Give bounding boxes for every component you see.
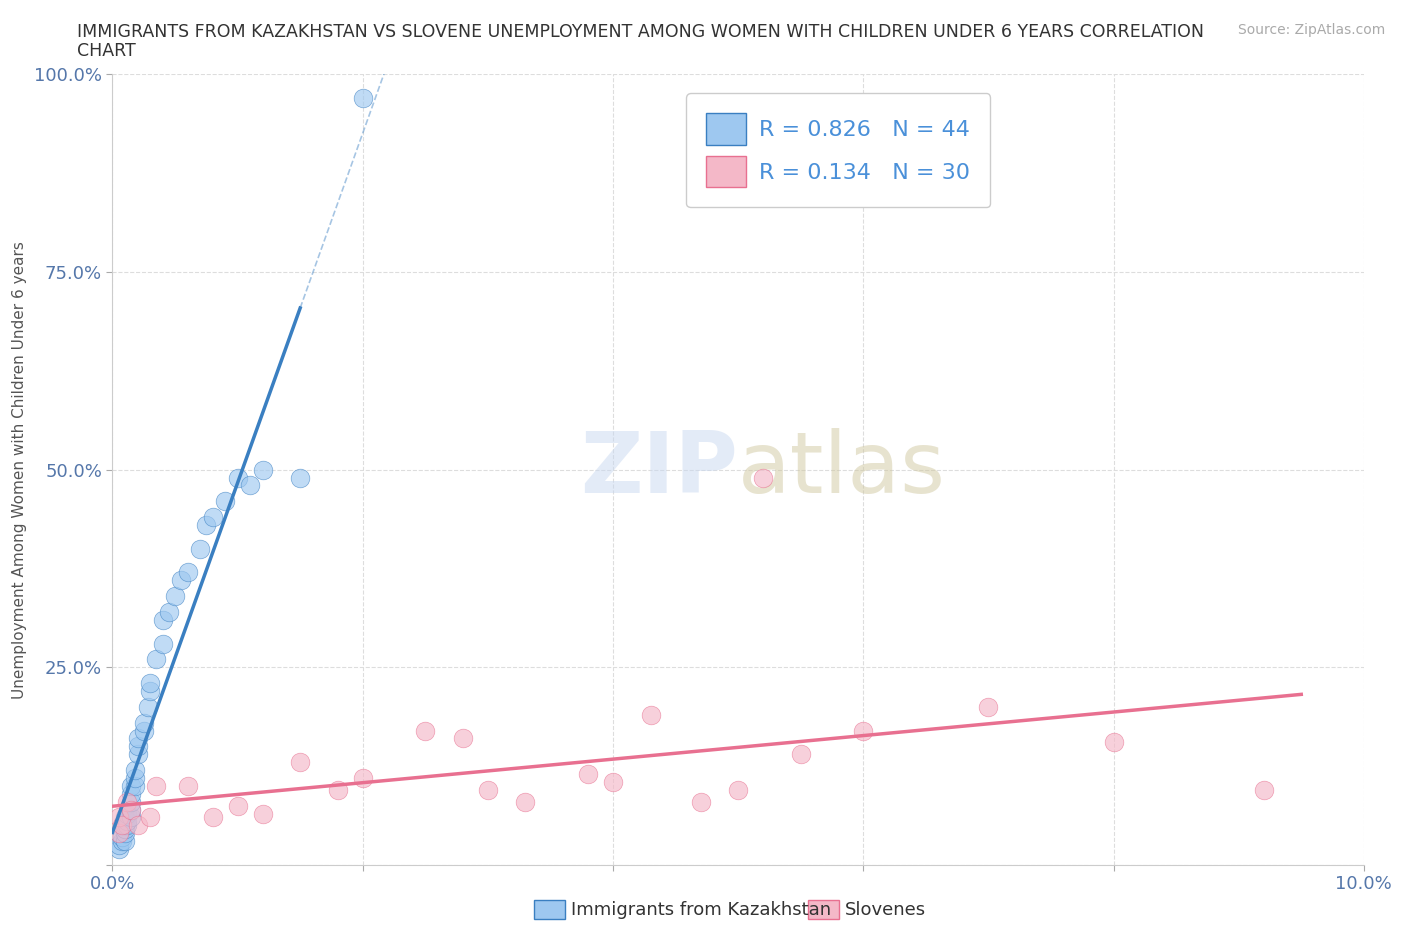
Point — [120, 802, 142, 817]
Point — [139, 675, 162, 690]
Point — [127, 731, 149, 746]
Point — [111, 818, 134, 833]
Point — [111, 834, 134, 849]
Point — [127, 747, 149, 762]
Point — [290, 755, 312, 770]
Point — [176, 778, 198, 793]
Point — [117, 814, 139, 829]
Point — [120, 802, 142, 817]
Point — [120, 787, 142, 802]
Point — [188, 541, 211, 556]
Text: CHART: CHART — [77, 42, 136, 60]
Text: Slovenes: Slovenes — [845, 900, 927, 919]
Point — [352, 770, 374, 785]
Point — [977, 699, 1000, 714]
Point — [145, 778, 167, 793]
Point — [120, 794, 142, 809]
Point — [451, 731, 474, 746]
Point — [1253, 782, 1275, 797]
Point — [139, 684, 162, 698]
Point — [239, 478, 262, 493]
Point — [352, 90, 374, 105]
Point — [114, 826, 136, 841]
Point — [157, 604, 180, 619]
Point — [107, 810, 129, 825]
Point — [252, 462, 274, 477]
Point — [114, 822, 136, 837]
Point — [152, 636, 174, 651]
Point — [114, 818, 136, 833]
Point — [576, 766, 599, 781]
Point — [132, 715, 155, 730]
Text: atlas: atlas — [738, 428, 946, 512]
Point — [415, 724, 437, 738]
Point — [689, 794, 711, 809]
Point — [852, 724, 875, 738]
Point — [107, 826, 129, 841]
Point — [226, 471, 249, 485]
Point — [602, 775, 624, 790]
Point — [226, 798, 249, 813]
Point — [107, 842, 129, 857]
Point — [163, 589, 186, 604]
Point — [252, 806, 274, 821]
Point — [124, 778, 146, 793]
Point — [170, 573, 193, 588]
Point — [1102, 735, 1125, 750]
Point — [152, 613, 174, 628]
Point — [120, 778, 142, 793]
Point — [124, 763, 146, 777]
Point — [136, 699, 159, 714]
Point — [515, 794, 537, 809]
Text: Source: ZipAtlas.com: Source: ZipAtlas.com — [1237, 23, 1385, 37]
Text: ZIP: ZIP — [581, 428, 738, 512]
Point — [114, 810, 136, 825]
Point — [117, 818, 139, 833]
Point — [139, 810, 162, 825]
Point — [145, 652, 167, 667]
Point — [201, 810, 224, 825]
Point — [727, 782, 749, 797]
Point — [176, 565, 198, 580]
Point — [117, 794, 139, 809]
Point — [107, 838, 129, 853]
Point — [124, 770, 146, 785]
Point — [201, 510, 224, 525]
Point — [752, 471, 775, 485]
Point — [640, 707, 662, 722]
Point — [120, 810, 142, 825]
Point — [790, 747, 813, 762]
Point — [132, 724, 155, 738]
Point — [117, 806, 139, 821]
Point — [477, 782, 499, 797]
Point — [127, 738, 149, 753]
Point — [127, 818, 149, 833]
Legend: R = 0.826   N = 44, R = 0.134   N = 30: R = 0.826 N = 44, R = 0.134 N = 30 — [686, 93, 990, 207]
Point — [114, 834, 136, 849]
Point — [326, 782, 349, 797]
Point — [111, 830, 134, 844]
Point — [214, 494, 236, 509]
Text: IMMIGRANTS FROM KAZAKHSTAN VS SLOVENE UNEMPLOYMENT AMONG WOMEN WITH CHILDREN UND: IMMIGRANTS FROM KAZAKHSTAN VS SLOVENE UN… — [77, 23, 1205, 41]
Point — [290, 471, 312, 485]
Y-axis label: Unemployment Among Women with Children Under 6 years: Unemployment Among Women with Children U… — [13, 241, 27, 698]
Text: Immigrants from Kazakhstan: Immigrants from Kazakhstan — [571, 900, 831, 919]
Point — [195, 517, 218, 532]
